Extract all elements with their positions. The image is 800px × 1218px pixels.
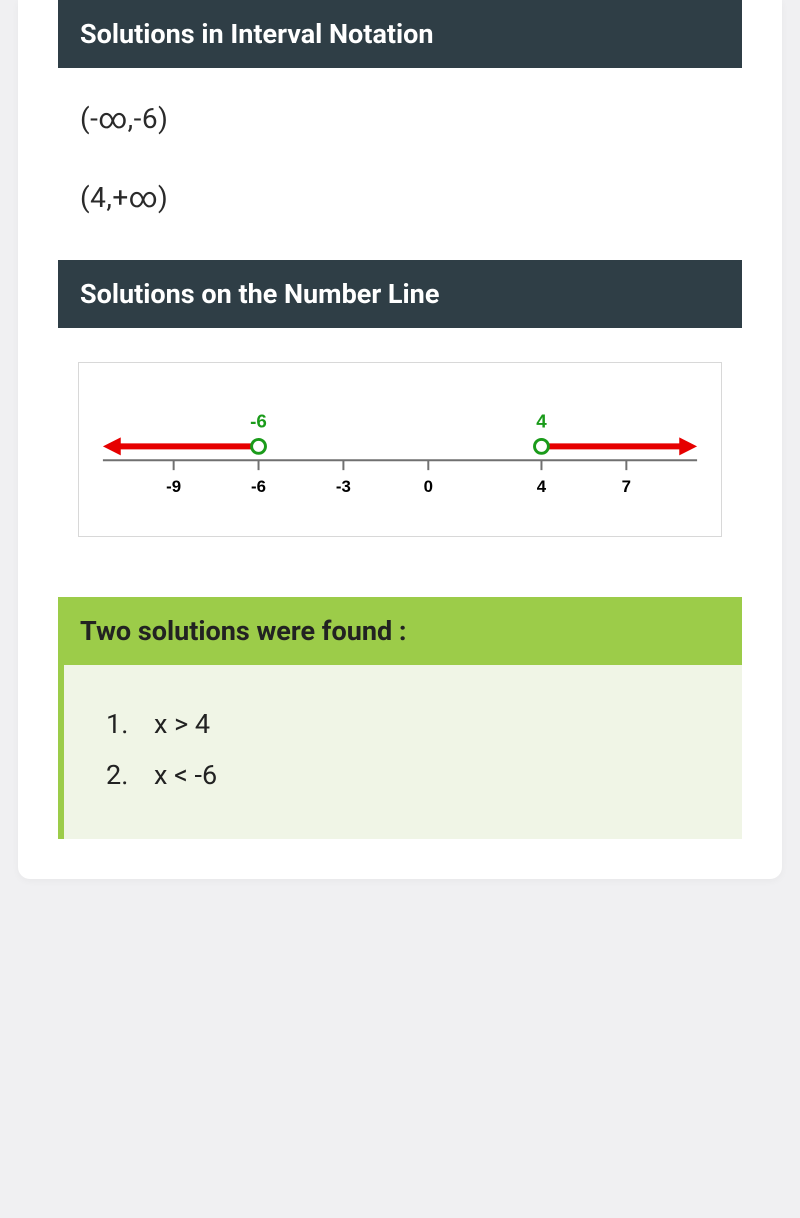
svg-text:-6: -6 — [250, 411, 267, 432]
svg-text:7: 7 — [622, 477, 631, 496]
solution-item: x < -6 — [106, 750, 714, 801]
interval-notation-header: Solutions in Interval Notation — [58, 0, 742, 68]
svg-text:-3: -3 — [336, 477, 351, 496]
svg-text:4: 4 — [537, 477, 547, 496]
solution-item: x > 4 — [106, 699, 714, 750]
solutions-found-header: Two solutions were found : — [58, 597, 742, 665]
svg-text:4: 4 — [536, 411, 547, 432]
numberline-box: -9 -6 -3 0 4 7 -6 4 — [78, 362, 722, 537]
solutions-list: x > 4 x < -6 — [106, 699, 714, 802]
content-card: Solutions in Interval Notation (-∞,-6) (… — [18, 0, 782, 879]
svg-text:-9: -9 — [166, 477, 181, 496]
interval-item: (-∞,-6) — [80, 102, 742, 135]
interval-list: (-∞,-6) (4,+∞) — [58, 102, 742, 214]
svg-text:0: 0 — [424, 477, 433, 496]
interval-item: (4,+∞) — [80, 181, 742, 214]
numberline-svg: -9 -6 -3 0 4 7 -6 4 — [93, 383, 707, 522]
svg-text:-6: -6 — [251, 477, 266, 496]
solutions-body: x > 4 x < -6 — [58, 665, 742, 840]
numberline-container: -9 -6 -3 0 4 7 -6 4 — [58, 362, 742, 597]
numberline-header: Solutions on the Number Line — [58, 260, 742, 328]
